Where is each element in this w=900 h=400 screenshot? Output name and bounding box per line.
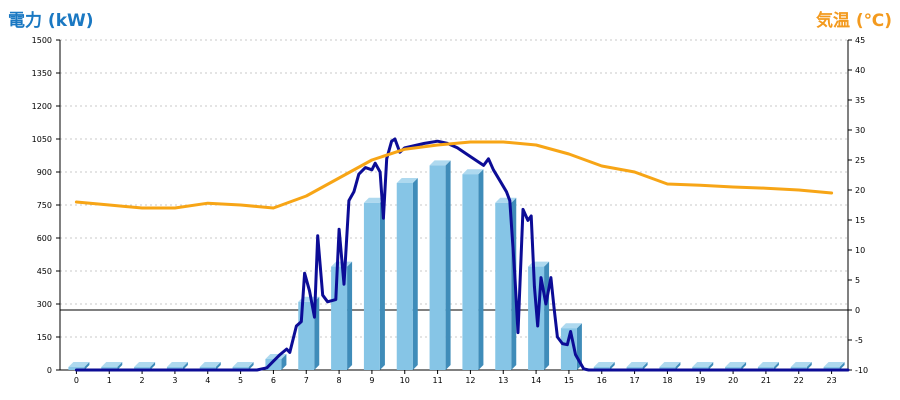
- right-tick-label: 45: [855, 36, 865, 45]
- bar-top: [68, 362, 90, 367]
- x-tick-label: 5: [238, 376, 243, 385]
- bar-side: [379, 197, 385, 370]
- bar-top: [462, 169, 484, 175]
- left-tick-label: 900: [37, 168, 52, 177]
- bar-top: [101, 362, 123, 367]
- left-tick-label: 600: [37, 234, 52, 243]
- left-tick-label: 450: [37, 267, 52, 276]
- right-tick-label: 30: [855, 126, 865, 135]
- bar: [462, 174, 479, 370]
- bar-top: [199, 362, 221, 367]
- left-axis-title: 電力 (kW): [8, 11, 94, 31]
- x-tick-label: 14: [531, 376, 541, 385]
- x-tick-label: 0: [74, 376, 79, 385]
- bar-top: [560, 323, 582, 329]
- x-tick-label: 9: [369, 376, 374, 385]
- x-tick-label: 12: [465, 376, 475, 385]
- bar-top: [363, 197, 385, 203]
- x-tick-label: 15: [564, 376, 574, 385]
- bar-side: [544, 261, 550, 370]
- bar-top: [823, 362, 845, 367]
- x-tick-label: 22: [794, 376, 804, 385]
- right-tick-label: 10: [855, 246, 865, 255]
- bar-side: [281, 354, 287, 370]
- left-tick-label: 150: [37, 333, 52, 342]
- bar-top: [232, 362, 254, 367]
- x-tick-label: 23: [826, 376, 836, 385]
- bar-side: [806, 362, 812, 370]
- bar-side: [445, 160, 451, 370]
- right-tick-label: 20: [855, 186, 865, 195]
- temperature-line: [74, 140, 834, 210]
- bar-top: [692, 362, 714, 367]
- x-tick-label: 16: [597, 376, 607, 385]
- right-tick-label: 0: [855, 306, 860, 315]
- x-tick-label: 21: [761, 376, 771, 385]
- bar-side: [182, 362, 188, 370]
- bar-top: [166, 362, 188, 367]
- bar-top: [429, 160, 451, 166]
- bar-side: [708, 362, 714, 370]
- bar: [363, 202, 380, 370]
- left-tick-label: 300: [37, 300, 52, 309]
- right-tick-label: -5: [855, 336, 863, 345]
- bar-side: [741, 362, 747, 370]
- bar-side: [150, 362, 156, 370]
- x-tick-label: 20: [728, 376, 738, 385]
- bar-side: [609, 362, 615, 370]
- x-tick-label: 7: [304, 376, 309, 385]
- bar: [265, 359, 282, 370]
- right-tick-label: -10: [855, 366, 868, 375]
- bar-top: [626, 362, 648, 367]
- bar-side: [478, 169, 484, 370]
- right-tick-label: 5: [855, 276, 860, 285]
- x-tick-label: 11: [432, 376, 442, 385]
- x-tick-label: 1: [107, 376, 112, 385]
- bar-side: [412, 178, 418, 370]
- left-tick-label: 1050: [32, 135, 52, 144]
- x-tick-label: 4: [205, 376, 210, 385]
- right-tick-label: 25: [855, 156, 865, 165]
- bar-top: [757, 362, 779, 367]
- bar-top: [659, 362, 681, 367]
- left-tick-label: 0: [47, 366, 52, 375]
- x-tick-label: 2: [140, 376, 145, 385]
- left-tick-label: 1500: [32, 36, 52, 45]
- bar: [495, 202, 512, 370]
- bar-side: [215, 362, 221, 370]
- bar-side: [117, 362, 123, 370]
- x-tick-label: 18: [662, 376, 672, 385]
- bar: [396, 183, 413, 370]
- bar-top: [396, 178, 418, 183]
- x-tick-label: 8: [337, 376, 342, 385]
- right-tick-label: 15: [855, 216, 865, 225]
- x-tick-label: 13: [498, 376, 508, 385]
- x-tick-label: 3: [172, 376, 177, 385]
- x-tick-label: 19: [695, 376, 705, 385]
- left-tick-label: 1200: [32, 102, 52, 111]
- bar-top: [593, 362, 615, 367]
- bar-side: [773, 362, 779, 370]
- right-tick-label: 35: [855, 96, 865, 105]
- x-tick-label: 6: [271, 376, 276, 385]
- bar-side: [248, 362, 254, 370]
- bar: [429, 165, 446, 370]
- left-tick-label: 1350: [32, 69, 52, 78]
- bar-top: [790, 362, 812, 367]
- right-tick-label: 40: [855, 66, 865, 75]
- left-tick-label: 750: [37, 201, 52, 210]
- bar-top: [134, 362, 156, 367]
- bar-side: [84, 362, 90, 370]
- bar-side: [675, 362, 681, 370]
- right-axis-title: 気温 (℃): [815, 11, 892, 31]
- x-tick-label: 10: [400, 376, 410, 385]
- bar-top: [725, 362, 747, 367]
- bar-side: [642, 362, 648, 370]
- bar-side: [347, 261, 353, 370]
- power-line: [74, 137, 850, 372]
- bar-side: [839, 362, 845, 370]
- x-tick-label: 17: [629, 376, 639, 385]
